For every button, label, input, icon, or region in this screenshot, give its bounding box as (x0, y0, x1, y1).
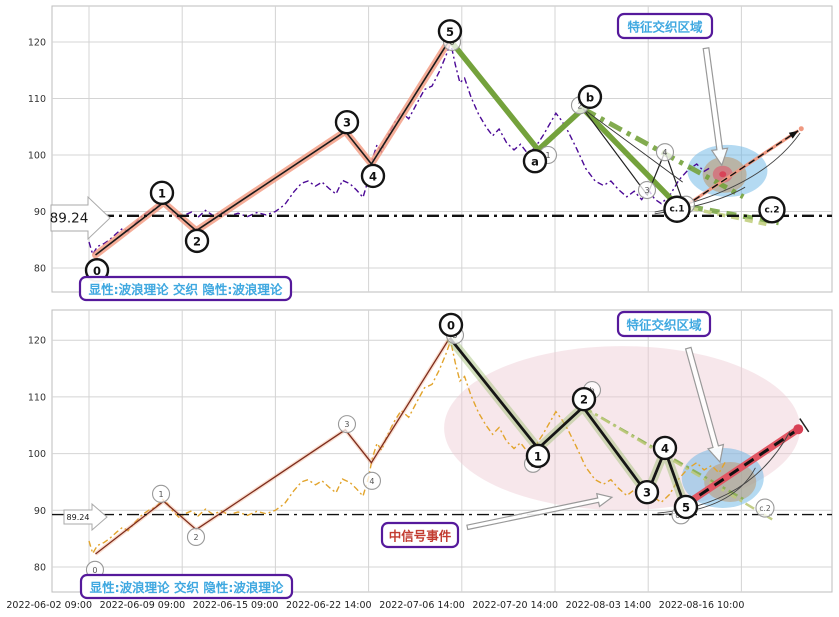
x-tick-label: 2022-08-16 10:00 (659, 600, 745, 611)
top-wave-labels-bold: 0 1 2 3 4 5 a b c.1 c.2 (84, 19, 786, 283)
wave-label: c.1 (669, 205, 684, 215)
wave-label: 3 (643, 486, 651, 500)
wave-label: 5 (682, 500, 690, 514)
bottom-pointer-arrow (684, 346, 725, 464)
feature-zone-label: 特征交织区域 (627, 20, 703, 35)
top-threshold-tag: 89.24 (50, 195, 111, 241)
wave-label: 4 (661, 441, 669, 455)
wave-label: 4 (369, 169, 377, 183)
y-tick-label: 120 (28, 336, 46, 347)
wave-label: 3 (644, 186, 649, 195)
bottom-explicit-hidden-box: 显性:波浪理论 交织 隐性:波浪理论 (79, 573, 294, 600)
top-forecast-line (683, 126, 804, 208)
x-tick-label: 2022-06-22 14:00 (286, 600, 372, 611)
y-tick-label: 80 (34, 264, 46, 275)
bottom-wave-labels-bold: 0 1 2 3 4 5 (438, 312, 699, 520)
wave-label: 0 (92, 566, 97, 575)
wave-label: 2 (580, 393, 588, 407)
y-tick-label: 80 (34, 563, 46, 574)
wave-label: 4 (369, 477, 374, 486)
wave-label: 3 (343, 116, 351, 130)
y-tick-label: 110 (28, 94, 46, 105)
wave-label: 3 (344, 420, 349, 429)
wave-label: 1 (158, 186, 166, 200)
explicit-hidden-label: 显性:波浪理论 交织 隐性:波浪理论 (90, 580, 284, 595)
top-explicit-hidden-box: 显性:波浪理论 交织 隐性:波浪理论 (78, 275, 293, 302)
top-feature-ellipses (687, 144, 768, 197)
wave-label: 2 (193, 533, 198, 542)
wave-label: 5 (446, 25, 454, 39)
bottom-signal-arrow (466, 492, 614, 531)
y-tick-label: 90 (34, 506, 46, 517)
y-tick-label: 100 (28, 151, 46, 162)
x-tick-label: 2022-06-09 09:00 (100, 600, 186, 611)
y-tick-label: 90 (34, 207, 46, 218)
threshold-value-label: 89.24 (50, 211, 89, 227)
x-tick-label: 2022-06-02 09:00 (6, 600, 92, 611)
x-tick-label: 2022-08-03 14:00 (566, 600, 652, 611)
x-tick-label: 2022-06-15 09:00 (193, 600, 279, 611)
top-pointer-arrow (702, 47, 729, 167)
x-axis-labels: 2022-06-02 09:00 2022-06-09 09:00 2022-06-… (6, 600, 744, 611)
bottom-feature-ellipses (444, 346, 801, 511)
bottom-impulse-wave (94, 336, 452, 556)
wave-label: c.2 (759, 504, 771, 513)
y-tick-label: 110 (28, 392, 46, 403)
top-feature-zone-box: 特征交织区域 (616, 12, 714, 40)
explicit-hidden-label: 显性:波浪理论 交织 隐性:波浪理论 (89, 282, 283, 297)
mid-signal-event-box: 中信号事件 (380, 521, 460, 549)
bottom-feature-zone-box: 特征交织区域 (616, 310, 712, 338)
wave-label: 0 (447, 318, 455, 332)
feature-zone-label: 特征交织区域 (626, 318, 702, 333)
wave-label: 2 (193, 234, 201, 248)
bottom-price-line (88, 338, 727, 556)
wave-label: c.2 (764, 205, 779, 215)
wave-label: 1 (534, 449, 542, 463)
y-tick-label: 120 (28, 38, 46, 49)
bottom-threshold-tag: 89.24 (63, 502, 108, 532)
top-sub-wave (582, 108, 686, 207)
wave-label: 1 (158, 490, 163, 499)
mid-signal-label: 中信号事件 (389, 529, 452, 544)
wave-label: 4 (662, 148, 667, 157)
wave-label: 0 (93, 264, 101, 278)
top-impulse-wave (92, 36, 454, 259)
bottom-forecast-line (676, 418, 810, 515)
threshold-value-label: 89.24 (67, 513, 90, 522)
x-tick-label: 2022-07-06 14:00 (379, 600, 465, 611)
wave-label: b (586, 90, 594, 104)
wave-label: a (531, 155, 539, 169)
top-abc-wave (447, 37, 780, 227)
x-tick-label: 2022-07-20 14:00 (472, 600, 558, 611)
wave-label: 2 (577, 101, 582, 110)
y-tick-label: 100 (28, 449, 46, 460)
wave-label: 1 (545, 151, 550, 160)
